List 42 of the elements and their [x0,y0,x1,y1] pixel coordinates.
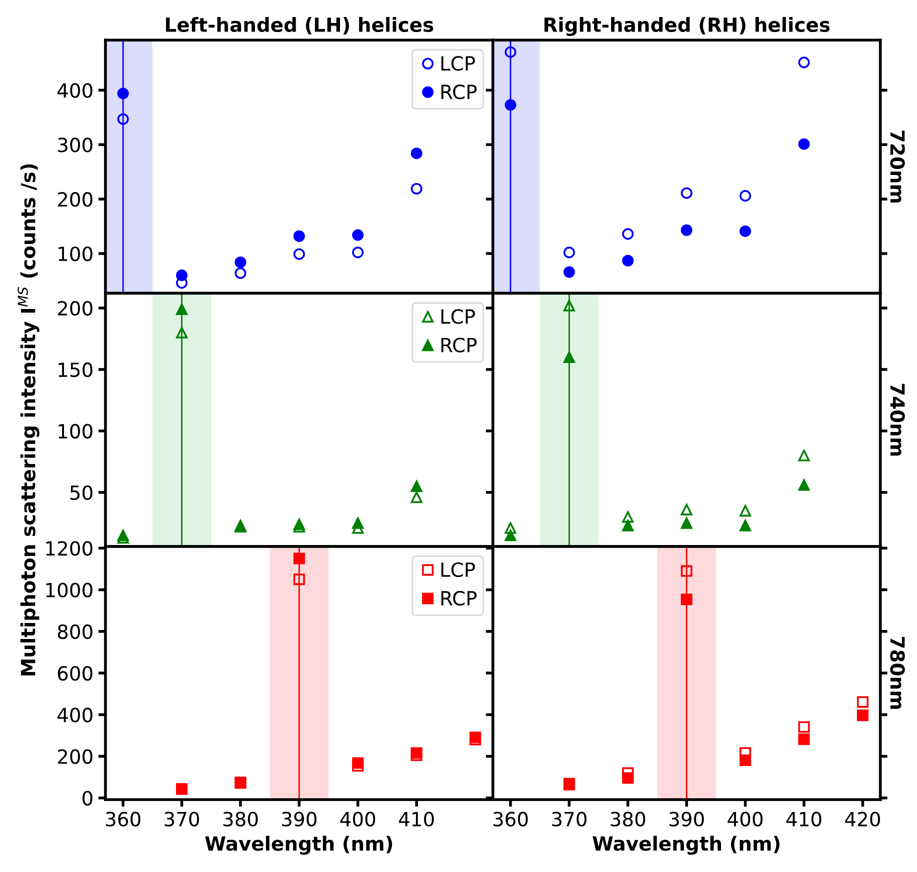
y2-axis-title: 720nm [890,130,905,203]
x-tick-label: 370 [552,812,586,826]
x-tick-label: 400 [728,812,763,826]
x-axis-title: Wavelength (nm) [592,836,780,855]
y-tick-label: 400 [57,708,92,722]
legend-label: LCP [441,56,475,71]
x-tick-label: 410 [786,812,822,826]
y-tick-label: 200 [58,192,92,207]
x-axis-title: Wavelength (nm) [205,836,392,855]
x-tick-label: 420 [845,812,880,826]
x-tick-label: 390 [282,812,316,826]
chart-title: Right-handed (RH) helices [544,17,830,36]
x-tick-label: 400 [340,812,376,826]
y-tick-label: 100 [58,246,92,262]
x-tick-label: 410 [398,812,434,826]
y-tick-label: 150 [58,362,92,378]
y-tick-label: 800 [58,624,92,640]
legend-label: RCP [441,338,477,352]
y-tick-label: 1200 [46,541,92,556]
y2-axis-title: 780nm [890,636,905,709]
x-tick-label: 360 [493,812,528,826]
y-tick-label: 400 [57,83,92,98]
legend-label: RCP [441,84,477,100]
y-tick-label: 200 [58,300,92,316]
y-tick-label: 300 [58,138,92,152]
legend-label: RCP [441,590,477,606]
y-tick-label: 1000 [46,582,92,598]
y-tick-label: 0 [82,790,92,806]
chart-title: Left-handed (LH) helices [166,17,434,34]
y-tick-label: 200 [58,749,92,764]
x-tick-label: 380 [223,812,258,826]
x-tick-label: 390 [670,812,704,826]
legend-label: LCP [441,309,475,324]
x-tick-label: 360 [106,812,140,826]
y-tick-label: 100 [58,424,92,439]
y-tick-label: 600 [58,666,92,681]
legend-label: LCP [441,562,475,578]
x-tick-label: 380 [610,812,646,826]
y-axis-title: Multiphoton scattering intensity I$^{MS}$ (counts /s) [18,164,40,676]
y-tick-label: 50 [70,485,92,500]
x-tick-label: 370 [164,812,200,826]
y2-axis-title: 740nm [890,384,905,456]
